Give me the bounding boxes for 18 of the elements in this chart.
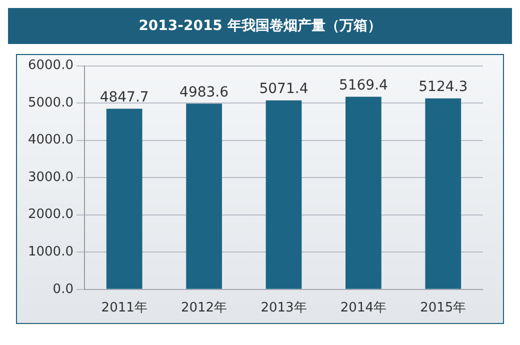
y-tick-label: 3000.0: [28, 170, 74, 185]
data-label: 4847.7: [100, 89, 149, 106]
chart-title: 2013-2015 年我国卷烟产量（万箱）: [8, 8, 512, 44]
data-label: 5124.3: [418, 79, 468, 96]
x-tick-label: 2015年: [420, 300, 466, 316]
y-tick-label: 4000.0: [28, 132, 74, 148]
x-tick-label: 2013年: [260, 300, 307, 316]
x-tick-label: 2011年: [101, 300, 148, 316]
data-label: 4983.6: [180, 84, 229, 100]
y-tick-label: 0.0: [52, 282, 74, 297]
data-label: 5169.4: [338, 77, 388, 94]
y-tick-label: 5000.0: [28, 95, 74, 110]
y-tick-label: 6000.0: [28, 58, 74, 74]
y-tick-label: 1000.0: [28, 244, 74, 260]
y-tick-label: 2000.0: [28, 207, 74, 222]
x-tick-label: 2012年: [180, 300, 228, 316]
data-label: 5071.4: [259, 81, 308, 98]
x-tick-label: 2014年: [340, 300, 386, 316]
